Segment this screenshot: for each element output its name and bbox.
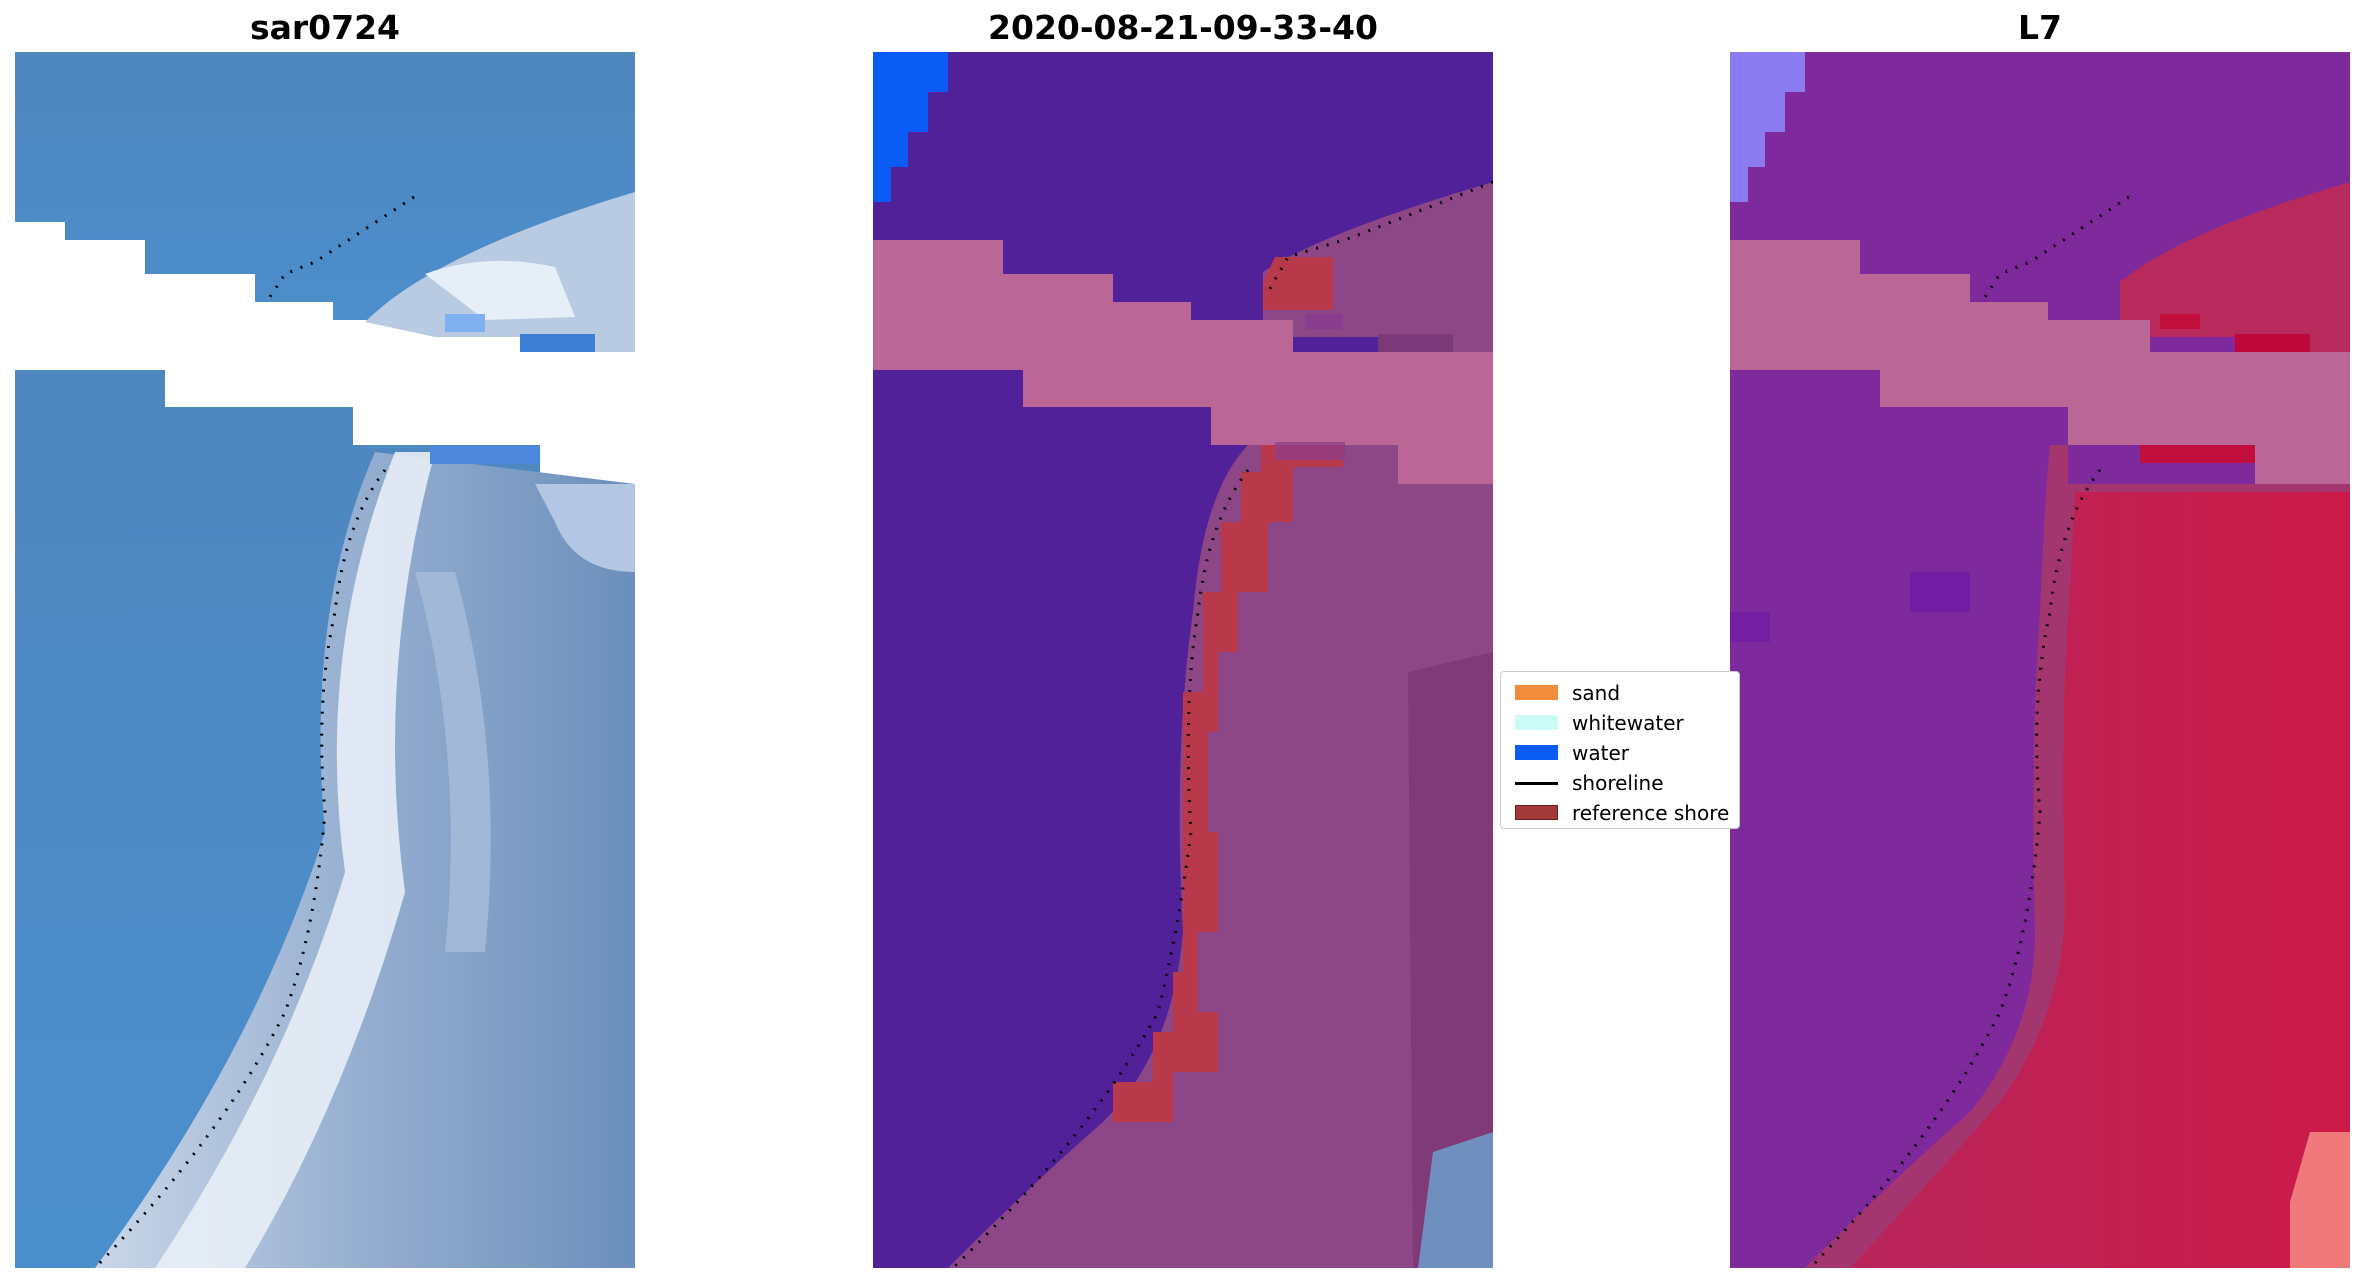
reference-shore-swatch <box>1515 805 1558 820</box>
panel-title-rgb: sar0724 <box>249 8 401 47</box>
sand-swatch <box>1515 685 1558 700</box>
classified-image-panel <box>873 52 1493 1268</box>
legend-item-sand: sand <box>1509 680 1739 705</box>
legend-item-reference-shore: reference shore <box>1509 800 1739 825</box>
legend-label: shoreline <box>1572 771 1664 795</box>
panel-title-classified: 2020-08-21-09-33-40 <box>988 8 1378 47</box>
legend-label: whitewater <box>1572 711 1684 735</box>
legend-label: water <box>1572 741 1629 765</box>
shoreline-line-swatch <box>1515 782 1558 785</box>
legend-label: reference shore <box>1572 801 1730 825</box>
rgb-satellite-image <box>15 52 635 1268</box>
legend-item-whitewater: whitewater <box>1509 710 1739 735</box>
rgb-image-panel <box>15 52 635 1268</box>
legend-label: sand <box>1572 681 1621 705</box>
legend-item-shoreline: shoreline <box>1509 770 1739 795</box>
legend: sand whitewater water shoreline referenc… <box>1500 671 1740 829</box>
classified-image <box>873 52 1493 1268</box>
legend-item-water: water <box>1509 740 1739 765</box>
whitewater-swatch <box>1515 715 1558 730</box>
water-swatch <box>1515 745 1558 760</box>
index-image <box>1730 52 2350 1268</box>
index-image-panel <box>1730 52 2350 1268</box>
panel-title-index: L7 <box>2018 8 2062 47</box>
